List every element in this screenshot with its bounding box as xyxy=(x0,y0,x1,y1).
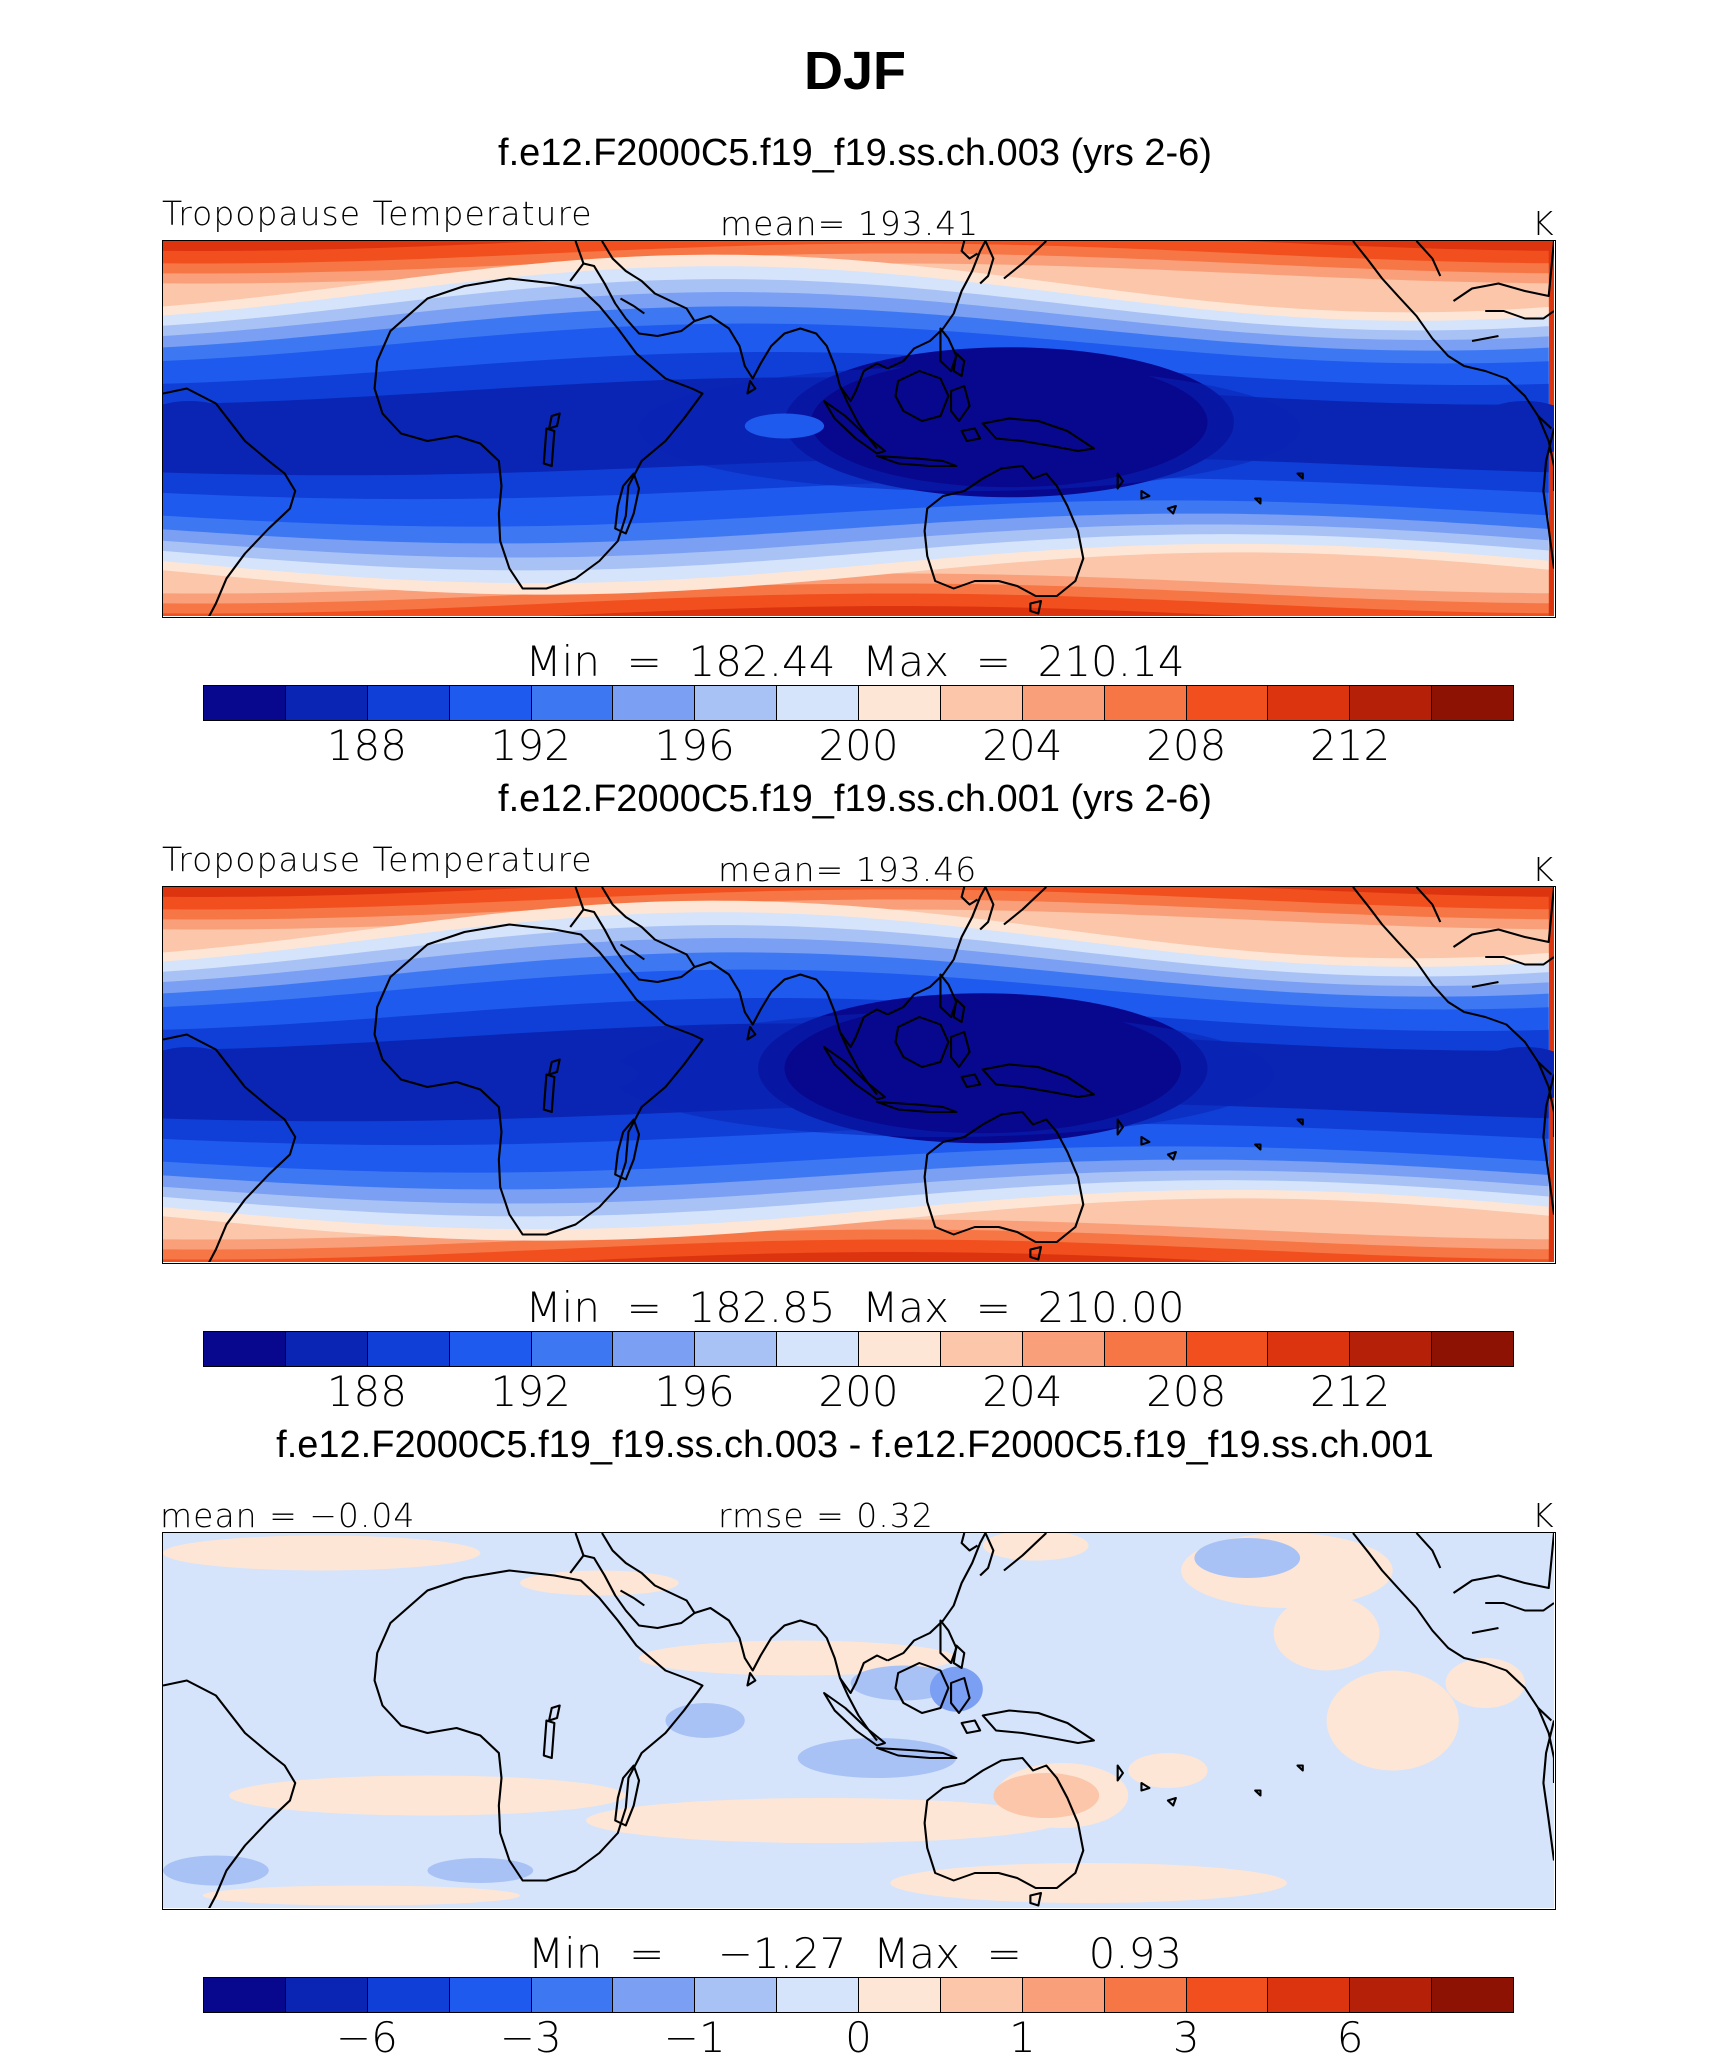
colorbar-tick-label: 1 xyxy=(1009,2013,1036,2062)
colorbar-swatch xyxy=(1268,686,1351,720)
colorbar-swatch xyxy=(613,686,696,720)
colorbar-swatch xyxy=(1268,1332,1351,1366)
panel-3-case-title: f.e12.F2000C5.f19_f19.ss.ch.003 - f.e12.… xyxy=(276,1424,1434,1466)
colorbar-swatch xyxy=(449,686,532,720)
colorbar-swatch xyxy=(695,1978,778,2012)
colorbar-swatch xyxy=(940,1978,1023,2012)
panel-2-minmax: Min = 182.85 Max = 210.00 xyxy=(525,1283,1185,1332)
colorbar-swatch xyxy=(367,686,450,720)
colorbar-swatch xyxy=(1104,1978,1187,2012)
panel-1-case-title: f.e12.F2000C5.f19_f19.ss.ch.003 (yrs 2-6… xyxy=(498,132,1212,174)
colorbar-swatch xyxy=(449,1332,532,1366)
panel-2-map-svg xyxy=(163,887,1554,1262)
colorbar-swatch xyxy=(367,1978,450,2012)
panel-1-unit-label: K xyxy=(1532,204,1555,243)
panel-3-minmax: Min = −1.27 Max = 0.93 xyxy=(527,1929,1183,1978)
colorbar-swatch xyxy=(695,1332,778,1366)
colorbar-tick-label: 3 xyxy=(1172,2013,1200,2062)
colorbar-tick-label: 192 xyxy=(490,1367,571,1416)
colorbar-swatch xyxy=(1022,1978,1105,2012)
panel-1-map-svg xyxy=(163,241,1554,616)
colorbar-tick-label: 188 xyxy=(326,721,407,770)
colorbar-swatch xyxy=(1022,686,1105,720)
colorbar-swatch xyxy=(859,1978,941,2012)
panel-2-map xyxy=(162,886,1556,1264)
colorbar-swatch xyxy=(613,1978,696,2012)
panel-2-unit-label: K xyxy=(1532,850,1555,889)
main-title: DJF xyxy=(803,41,906,101)
colorbar-tick-label: 212 xyxy=(1310,721,1391,770)
colorbar-tick-label: 0 xyxy=(845,2013,872,2062)
colorbar-swatch xyxy=(1432,1332,1513,1366)
panel-2-mean-label: mean= 193.46 xyxy=(718,850,978,889)
colorbar-tick-label: 196 xyxy=(654,721,735,770)
panel-1-minmax: Min = 182.44 Max = 210.14 xyxy=(525,637,1185,686)
colorbar-swatch xyxy=(531,1978,614,2012)
colorbar-swatch xyxy=(1350,686,1433,720)
colorbar-swatch xyxy=(613,1332,696,1366)
panel-3-mean-label: mean = −0.04 xyxy=(160,1496,416,1535)
colorbar-swatch xyxy=(204,686,286,720)
colorbar-tick-label: 208 xyxy=(1146,1367,1227,1416)
colorbar-swatch xyxy=(1350,1978,1433,2012)
colorbar-tick-label: −1 xyxy=(663,2013,726,2062)
colorbar-swatch xyxy=(204,1332,286,1366)
colorbar-swatch xyxy=(1432,686,1513,720)
panel-3-unit-label: K xyxy=(1532,1496,1555,1535)
colorbar-swatch xyxy=(1022,1332,1105,1366)
colorbar-swatch xyxy=(1186,1332,1269,1366)
colorbar-tick-label: 204 xyxy=(982,1367,1063,1416)
panel-1-mean-label: mean= 193.41 xyxy=(720,204,980,243)
colorbar-tick-label: 188 xyxy=(326,1367,407,1416)
colorbar-swatch xyxy=(777,1332,859,1366)
colorbar-swatch xyxy=(940,686,1023,720)
colorbar-tick-label: 200 xyxy=(818,1367,899,1416)
colorbar-swatch xyxy=(859,686,941,720)
panel-2-colorbar xyxy=(203,1331,1514,1367)
panel-2-case-title: f.e12.F2000C5.f19_f19.ss.ch.001 (yrs 2-6… xyxy=(498,778,1212,820)
colorbar-swatch xyxy=(531,686,614,720)
colorbar-swatch xyxy=(1432,1978,1513,2012)
colorbar-swatch xyxy=(1104,686,1187,720)
panel-3-colorbar xyxy=(203,1977,1514,2013)
colorbar-swatch xyxy=(204,1978,286,2012)
colorbar-tick-label: 6 xyxy=(1336,2013,1364,2062)
panel-3-map xyxy=(162,1532,1556,1910)
panel-1-map xyxy=(162,240,1556,618)
colorbar-swatch xyxy=(285,686,368,720)
colorbar-tick-label: 212 xyxy=(1310,1367,1391,1416)
colorbar-swatch xyxy=(777,1978,859,2012)
colorbar-swatch xyxy=(1268,1978,1351,2012)
colorbar-tick-label: −3 xyxy=(499,2013,562,2062)
colorbar-tick-label: 208 xyxy=(1146,721,1227,770)
panel-3-map-svg xyxy=(163,1533,1554,1908)
colorbar-swatch xyxy=(285,1978,368,2012)
colorbar-swatch xyxy=(777,686,859,720)
colorbar-swatch xyxy=(695,686,778,720)
colorbar-swatch xyxy=(859,1332,941,1366)
colorbar-swatch xyxy=(940,1332,1023,1366)
colorbar-tick-label: −6 xyxy=(335,2013,398,2062)
colorbar-swatch xyxy=(1350,1332,1433,1366)
colorbar-tick-label: 204 xyxy=(982,721,1063,770)
colorbar-swatch xyxy=(285,1332,368,1366)
panel-1-variable-label: Tropopause Temperature xyxy=(162,194,593,233)
colorbar-swatch xyxy=(1104,1332,1187,1366)
colorbar-tick-label: 196 xyxy=(654,1367,735,1416)
colorbar-swatch xyxy=(1186,1978,1269,2012)
panel-1-colorbar xyxy=(203,685,1514,721)
colorbar-tick-label: 200 xyxy=(818,721,899,770)
colorbar-swatch xyxy=(531,1332,614,1366)
panel-2-variable-label: Tropopause Temperature xyxy=(162,840,593,879)
colorbar-swatch xyxy=(449,1978,532,2012)
panel-3-rmse-label: rmse = 0.32 xyxy=(718,1496,934,1535)
colorbar-swatch xyxy=(367,1332,450,1366)
colorbar-swatch xyxy=(1186,686,1269,720)
colorbar-tick-label: 192 xyxy=(490,721,571,770)
